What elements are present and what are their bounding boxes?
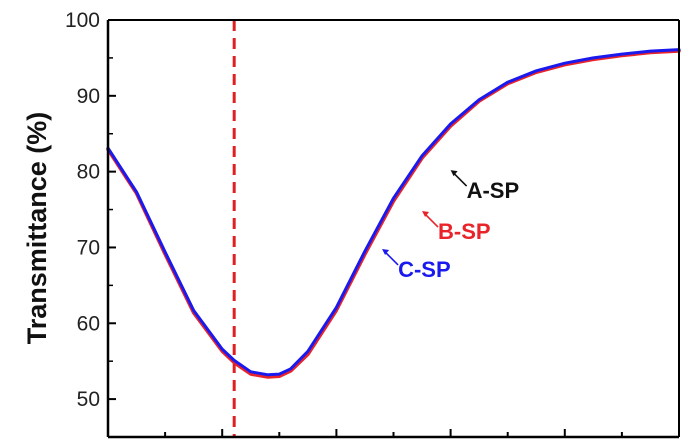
annotation-label-a-sp: A-SP bbox=[467, 178, 520, 203]
series-line-a-sp bbox=[106, 48, 681, 378]
y-tick-label: 50 bbox=[77, 388, 100, 411]
annotation-arrow-a-sp bbox=[452, 171, 468, 187]
series-line-c-sp bbox=[106, 48, 681, 377]
annotation-arrowhead-a-sp bbox=[450, 170, 458, 177]
annotation-label-b-sp: B-SP bbox=[438, 219, 491, 244]
annotation-arrowhead-c-sp bbox=[382, 248, 390, 255]
series-line-b-sp bbox=[106, 49, 681, 379]
annotation-label-c-sp: C-SP bbox=[398, 257, 451, 282]
y-axis-title: Transmittance (%) bbox=[22, 112, 52, 345]
annotation-arrowhead-b-sp bbox=[422, 211, 430, 218]
y-tick-label: 90 bbox=[77, 85, 100, 108]
annotation-arrow-b-sp bbox=[423, 212, 439, 228]
y-tick-label: 80 bbox=[77, 161, 100, 184]
y-tick-label: 100 bbox=[65, 9, 100, 32]
y-tick-label: 60 bbox=[77, 312, 100, 335]
y-tick-label: 70 bbox=[77, 236, 100, 259]
